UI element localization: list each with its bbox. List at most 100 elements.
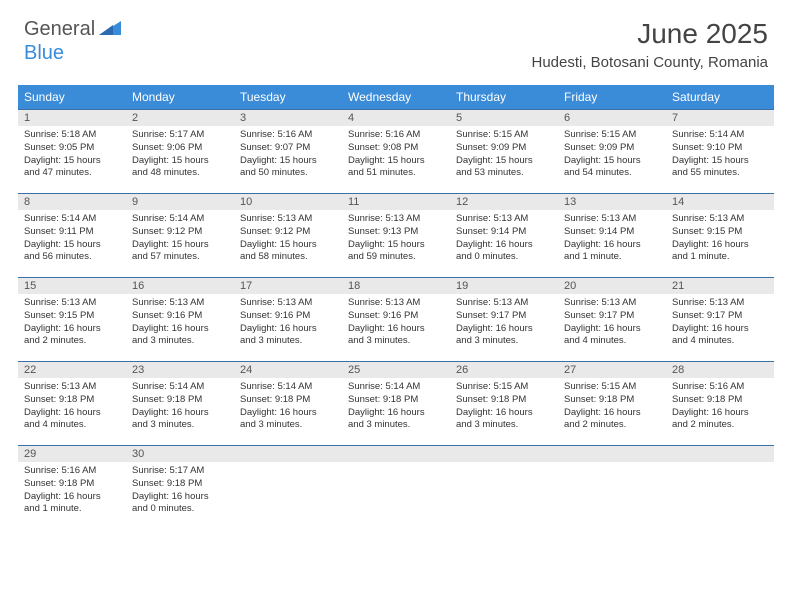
day-details: Sunrise: 5:16 AMSunset: 9:07 PMDaylight:… bbox=[234, 126, 342, 184]
day-detail-line: Daylight: 15 hours bbox=[564, 155, 660, 168]
day-detail-line: Sunrise: 5:13 AM bbox=[456, 297, 552, 310]
day-detail-line: Sunset: 9:12 PM bbox=[240, 226, 336, 239]
calendar-cell: 2Sunrise: 5:17 AMSunset: 9:06 PMDaylight… bbox=[126, 109, 234, 193]
day-detail-line: Sunset: 9:18 PM bbox=[132, 394, 228, 407]
day-detail-line: Sunset: 9:11 PM bbox=[24, 226, 120, 239]
day-detail-line: Daylight: 16 hours bbox=[24, 407, 120, 420]
day-details: Sunrise: 5:13 AMSunset: 9:17 PMDaylight:… bbox=[450, 294, 558, 352]
calendar-week-row: 15Sunrise: 5:13 AMSunset: 9:15 PMDayligh… bbox=[18, 277, 774, 361]
empty-day-body bbox=[558, 462, 666, 520]
day-detail-line: Daylight: 15 hours bbox=[348, 239, 444, 252]
day-detail-line: Daylight: 16 hours bbox=[24, 323, 120, 336]
day-detail-line: Daylight: 16 hours bbox=[672, 407, 768, 420]
day-detail-line: Sunrise: 5:13 AM bbox=[348, 297, 444, 310]
day-number: 24 bbox=[234, 361, 342, 378]
day-detail-line: Sunset: 9:10 PM bbox=[672, 142, 768, 155]
day-detail-line: Sunset: 9:18 PM bbox=[564, 394, 660, 407]
day-detail-line: Sunrise: 5:13 AM bbox=[348, 213, 444, 226]
day-detail-line: and 1 minute. bbox=[24, 503, 120, 516]
day-details: Sunrise: 5:16 AMSunset: 9:18 PMDaylight:… bbox=[18, 462, 126, 520]
day-number: 4 bbox=[342, 109, 450, 126]
calendar-cell: 7Sunrise: 5:14 AMSunset: 9:10 PMDaylight… bbox=[666, 109, 774, 193]
calendar-cell bbox=[342, 445, 450, 529]
day-details: Sunrise: 5:13 AMSunset: 9:16 PMDaylight:… bbox=[342, 294, 450, 352]
logo-text-general: General bbox=[24, 18, 95, 41]
day-details: Sunrise: 5:15 AMSunset: 9:18 PMDaylight:… bbox=[558, 378, 666, 436]
day-detail-line: Sunset: 9:08 PM bbox=[348, 142, 444, 155]
day-detail-line: Sunrise: 5:13 AM bbox=[564, 297, 660, 310]
empty-day-body bbox=[342, 462, 450, 520]
day-detail-line: Sunrise: 5:13 AM bbox=[240, 297, 336, 310]
day-detail-line: and 4 minutes. bbox=[672, 335, 768, 348]
day-detail-line: Daylight: 15 hours bbox=[24, 239, 120, 252]
calendar-body: 1Sunrise: 5:18 AMSunset: 9:05 PMDaylight… bbox=[18, 109, 774, 529]
calendar-cell: 30Sunrise: 5:17 AMSunset: 9:18 PMDayligh… bbox=[126, 445, 234, 529]
logo-sub: Blue bbox=[24, 42, 64, 65]
day-details: Sunrise: 5:14 AMSunset: 9:12 PMDaylight:… bbox=[126, 210, 234, 268]
day-detail-line: Daylight: 16 hours bbox=[672, 323, 768, 336]
day-detail-line: Sunrise: 5:13 AM bbox=[672, 213, 768, 226]
day-detail-line: and 2 minutes. bbox=[24, 335, 120, 348]
day-detail-line: and 59 minutes. bbox=[348, 251, 444, 264]
day-detail-line: Daylight: 16 hours bbox=[456, 323, 552, 336]
day-detail-line: Sunset: 9:18 PM bbox=[132, 478, 228, 491]
day-detail-line: Sunrise: 5:17 AM bbox=[132, 465, 228, 478]
day-detail-line: Sunrise: 5:16 AM bbox=[24, 465, 120, 478]
day-detail-line: Daylight: 16 hours bbox=[240, 407, 336, 420]
empty-day-bar bbox=[342, 445, 450, 462]
calendar-cell: 21Sunrise: 5:13 AMSunset: 9:17 PMDayligh… bbox=[666, 277, 774, 361]
day-detail-line: Daylight: 16 hours bbox=[564, 323, 660, 336]
day-detail-line: and 3 minutes. bbox=[132, 335, 228, 348]
day-detail-line: Sunrise: 5:16 AM bbox=[348, 129, 444, 142]
day-detail-line: Sunrise: 5:13 AM bbox=[132, 297, 228, 310]
weekday-header: Friday bbox=[558, 85, 666, 109]
day-details: Sunrise: 5:13 AMSunset: 9:17 PMDaylight:… bbox=[666, 294, 774, 352]
day-detail-line: Sunset: 9:13 PM bbox=[348, 226, 444, 239]
day-number: 17 bbox=[234, 277, 342, 294]
day-detail-line: Sunset: 9:14 PM bbox=[564, 226, 660, 239]
day-detail-line: Sunset: 9:06 PM bbox=[132, 142, 228, 155]
calendar-cell: 26Sunrise: 5:15 AMSunset: 9:18 PMDayligh… bbox=[450, 361, 558, 445]
day-detail-line: Daylight: 16 hours bbox=[456, 407, 552, 420]
day-details: Sunrise: 5:14 AMSunset: 9:10 PMDaylight:… bbox=[666, 126, 774, 184]
day-detail-line: Sunrise: 5:15 AM bbox=[456, 381, 552, 394]
day-detail-line: and 50 minutes. bbox=[240, 167, 336, 180]
calendar-cell: 8Sunrise: 5:14 AMSunset: 9:11 PMDaylight… bbox=[18, 193, 126, 277]
day-detail-line: and 3 minutes. bbox=[348, 335, 444, 348]
day-detail-line: Sunset: 9:16 PM bbox=[132, 310, 228, 323]
day-detail-line: Daylight: 16 hours bbox=[672, 239, 768, 252]
calendar-cell: 19Sunrise: 5:13 AMSunset: 9:17 PMDayligh… bbox=[450, 277, 558, 361]
calendar-cell: 15Sunrise: 5:13 AMSunset: 9:15 PMDayligh… bbox=[18, 277, 126, 361]
calendar-table: SundayMondayTuesdayWednesdayThursdayFrid… bbox=[18, 85, 774, 529]
day-detail-line: Sunset: 9:18 PM bbox=[348, 394, 444, 407]
day-detail-line: Sunrise: 5:13 AM bbox=[456, 213, 552, 226]
calendar-cell: 24Sunrise: 5:14 AMSunset: 9:18 PMDayligh… bbox=[234, 361, 342, 445]
calendar-week-row: 8Sunrise: 5:14 AMSunset: 9:11 PMDaylight… bbox=[18, 193, 774, 277]
calendar-cell: 14Sunrise: 5:13 AMSunset: 9:15 PMDayligh… bbox=[666, 193, 774, 277]
day-number: 29 bbox=[18, 445, 126, 462]
day-detail-line: Sunset: 9:18 PM bbox=[24, 394, 120, 407]
calendar-cell: 27Sunrise: 5:15 AMSunset: 9:18 PMDayligh… bbox=[558, 361, 666, 445]
day-detail-line: Sunrise: 5:16 AM bbox=[240, 129, 336, 142]
day-number: 22 bbox=[18, 361, 126, 378]
calendar-cell bbox=[558, 445, 666, 529]
day-detail-line: Sunrise: 5:13 AM bbox=[24, 381, 120, 394]
day-number: 10 bbox=[234, 193, 342, 210]
day-details: Sunrise: 5:18 AMSunset: 9:05 PMDaylight:… bbox=[18, 126, 126, 184]
day-detail-line: Daylight: 16 hours bbox=[132, 323, 228, 336]
day-detail-line: Daylight: 15 hours bbox=[132, 239, 228, 252]
calendar-cell: 23Sunrise: 5:14 AMSunset: 9:18 PMDayligh… bbox=[126, 361, 234, 445]
day-detail-line: Daylight: 16 hours bbox=[348, 407, 444, 420]
calendar-cell: 17Sunrise: 5:13 AMSunset: 9:16 PMDayligh… bbox=[234, 277, 342, 361]
day-detail-line: Sunrise: 5:15 AM bbox=[456, 129, 552, 142]
day-number: 13 bbox=[558, 193, 666, 210]
day-detail-line: and 3 minutes. bbox=[240, 335, 336, 348]
day-detail-line: Daylight: 15 hours bbox=[456, 155, 552, 168]
calendar-cell: 3Sunrise: 5:16 AMSunset: 9:07 PMDaylight… bbox=[234, 109, 342, 193]
calendar-cell bbox=[666, 445, 774, 529]
day-detail-line: and 1 minute. bbox=[564, 251, 660, 264]
day-number: 25 bbox=[342, 361, 450, 378]
day-number: 6 bbox=[558, 109, 666, 126]
day-detail-line: and 3 minutes. bbox=[132, 419, 228, 432]
day-number: 12 bbox=[450, 193, 558, 210]
